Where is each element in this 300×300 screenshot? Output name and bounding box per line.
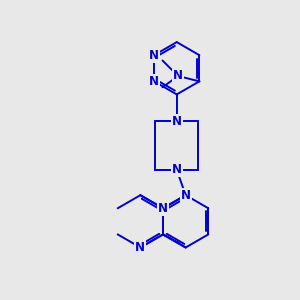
Text: N: N (181, 189, 191, 202)
Text: N: N (172, 115, 182, 128)
Text: N: N (172, 164, 182, 176)
Text: N: N (135, 241, 146, 254)
Text: N: N (173, 70, 183, 83)
Text: N: N (158, 202, 168, 215)
Text: N: N (149, 49, 159, 62)
Text: N: N (149, 75, 159, 88)
